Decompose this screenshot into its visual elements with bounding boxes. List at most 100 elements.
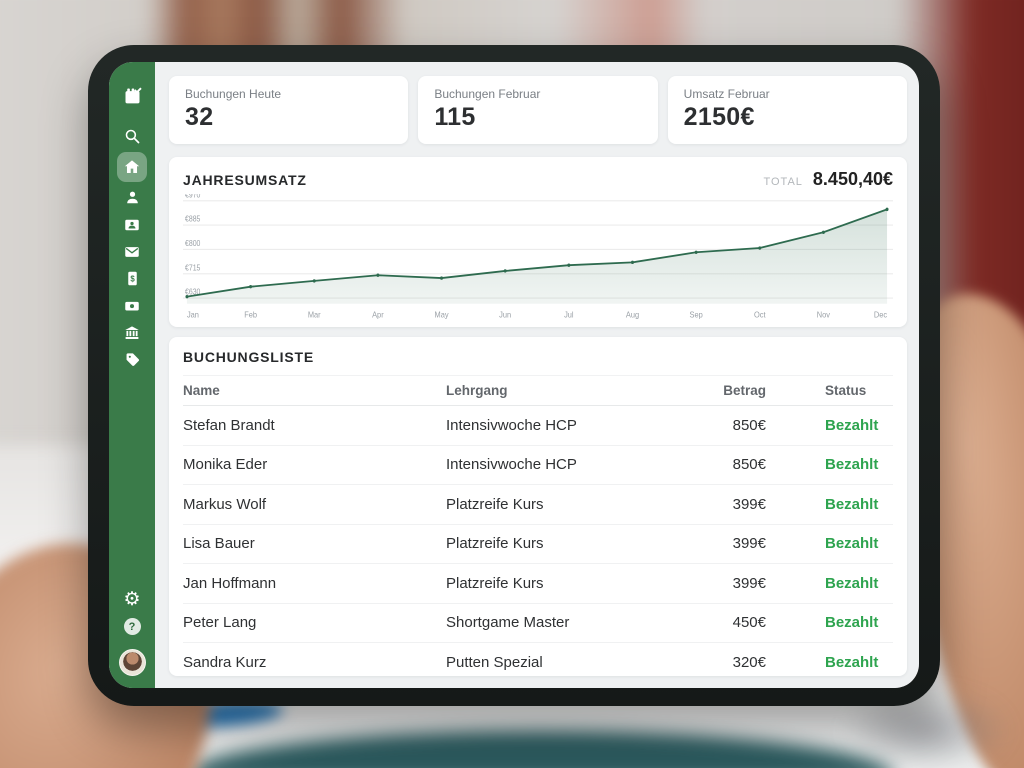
mail-icon <box>123 243 141 261</box>
table-row[interactable]: Jan Hoffmann Platzreife Kurs 399€ Bezahlt <box>183 564 893 604</box>
svg-text:Jun: Jun <box>499 310 511 320</box>
cell-status: Bezahlt <box>825 416 879 434</box>
tag-icon <box>124 351 141 368</box>
cell-amount: 320€ <box>732 653 766 671</box>
cell-name: Stefan Brandt <box>183 416 275 434</box>
table-title: BUCHUNGSLISTE <box>183 349 314 365</box>
contact-card-icon <box>123 216 141 234</box>
stat-label: Umsatz Februar <box>683 87 770 101</box>
help-icon: ? <box>123 618 141 635</box>
svg-text:Dec: Dec <box>874 310 887 320</box>
svg-text:Mar: Mar <box>308 310 321 320</box>
cell-course: Shortgame Master <box>446 614 570 632</box>
main-content: Buchungen Heute 32 Buchungen Februar 115… <box>155 62 919 688</box>
sidebar-item-settings[interactable]: ⚙ <box>117 586 147 613</box>
sidebar-item-mail[interactable] <box>117 238 147 265</box>
home-icon <box>123 158 141 176</box>
sidebar-item-payments[interactable] <box>117 292 147 319</box>
table-header-row: Name Lehrgang Betrag Status <box>183 375 893 406</box>
total-value: 8.450,40€ <box>812 169 893 189</box>
bookings-table-card: BUCHUNGSLISTE Name Lehrgang Betrag Statu… <box>169 337 907 676</box>
sidebar-item-bank[interactable] <box>117 319 147 346</box>
sidebar-item-invoices[interactable]: $ <box>117 265 147 292</box>
cell-amount: 450€ <box>732 614 766 632</box>
svg-text:Sep: Sep <box>690 310 704 320</box>
cell-name: Markus Wolf <box>183 495 267 513</box>
sidebar-item-pricing[interactable] <box>117 346 147 373</box>
cell-name: Sandra Kurz <box>183 653 267 671</box>
cell-amount: 399€ <box>732 495 766 513</box>
table-row[interactable]: Stefan Brandt Intensivwoche HCP 850€ Bezahl… <box>183 406 893 446</box>
cell-status: Bezahlt <box>825 614 879 632</box>
cell-course: Platzreife Kurs <box>446 535 544 553</box>
column-header-course: Lehrgang <box>446 383 508 398</box>
svg-text:Jul: Jul <box>564 310 574 320</box>
gear-icon: ⚙ <box>123 589 141 610</box>
table-row[interactable]: Markus Wolf Platzreife Kurs 399€ Bezahlt <box>183 485 893 525</box>
sidebar-item-bookings[interactable] <box>117 82 147 109</box>
stat-card-bookings-today: Buchungen Heute 32 <box>169 76 409 144</box>
cell-name: Jan Hoffmann <box>183 574 277 592</box>
sidebar-item-customers[interactable] <box>117 211 147 238</box>
stat-card-revenue-month: Umsatz Februar 2150€ <box>667 76 907 144</box>
svg-text:Nov: Nov <box>817 310 830 320</box>
sidebar-item-profile[interactable] <box>117 184 147 211</box>
cell-status: Bezahlt <box>825 456 879 474</box>
svg-text:€630: €630 <box>185 287 200 297</box>
cell-name: Peter Lang <box>183 614 257 632</box>
annual-revenue-chart-card: JAHRESUMSATZ TOTAL 8.450,40€ €970 €885 €80… <box>169 157 907 327</box>
area-chart-svg: €970 €885 €800 €715 €630 Jan Feb Mar Apr May Jun Ju… <box>183 194 893 320</box>
cell-status: Bezahlt <box>825 653 879 671</box>
svg-text:Oct: Oct <box>754 310 766 320</box>
calendar-check-icon <box>122 85 143 106</box>
svg-text:Jan: Jan <box>187 310 199 320</box>
cell-course: Platzreife Kurs <box>446 574 544 592</box>
cell-course: Platzreife Kurs <box>446 495 544 513</box>
sidebar-item-help[interactable]: ? <box>117 613 147 640</box>
invoice-icon: $ <box>124 270 141 287</box>
cell-amount: 850€ <box>732 416 766 434</box>
stat-value: 2150€ <box>683 103 755 131</box>
column-header-amount: Betrag <box>723 383 766 398</box>
cell-status: Bezahlt <box>825 574 879 592</box>
svg-text:Feb: Feb <box>244 310 257 320</box>
banknote-icon <box>123 297 141 315</box>
tablet-device: $ <box>88 45 940 706</box>
table-row[interactable]: Sandra Kurz Putten Spezial 320€ Bezahlt <box>183 643 893 676</box>
cell-status: Bezahlt <box>825 495 879 513</box>
cell-amount: 399€ <box>732 574 766 592</box>
table-row[interactable]: Lisa Bauer Platzreife Kurs 399€ Bezahlt <box>183 525 893 564</box>
table-row[interactable]: Monika Eder Intensivwoche HCP 850€ Bezahlt <box>183 446 893 485</box>
cell-amount: 399€ <box>732 535 766 553</box>
cell-status: Bezahlt <box>825 535 879 553</box>
area-chart: €970 €885 €800 €715 €630 Jan Feb Mar Apr May Jun Ju… <box>183 194 893 323</box>
svg-text:€970: €970 <box>185 194 200 200</box>
column-header-name: Name <box>183 383 220 398</box>
cell-name: Monika Eder <box>183 456 268 474</box>
total-label: TOTAL <box>763 176 803 188</box>
cell-course: Intensivwoche HCP <box>446 416 577 434</box>
column-header-status: Status <box>825 383 867 398</box>
user-avatar[interactable] <box>118 649 146 676</box>
chart-total: TOTAL 8.450,40€ <box>763 169 893 190</box>
stat-label: Buchungen Februar <box>434 87 541 101</box>
stat-value: 32 <box>185 103 214 131</box>
sidebar-item-search[interactable] <box>117 123 147 150</box>
svg-text:€800: €800 <box>185 239 200 249</box>
svg-text:$: $ <box>130 274 135 283</box>
search-icon <box>123 127 142 146</box>
cell-course: Intensivwoche HCP <box>446 456 577 474</box>
sidebar: $ <box>109 62 155 688</box>
svg-text:€885: €885 <box>185 214 200 224</box>
table-row[interactable]: Peter Lang Shortgame Master 450€ Bezahlt <box>183 604 893 643</box>
cell-course: Putten Spezial <box>446 653 543 671</box>
stats-row: Buchungen Heute 32 Buchungen Februar 115… <box>169 76 907 144</box>
sidebar-item-home[interactable] <box>117 152 147 182</box>
stat-value: 115 <box>434 103 476 131</box>
cell-name: Lisa Bauer <box>183 535 255 553</box>
svg-text:€715: €715 <box>185 263 200 273</box>
cell-amount: 850€ <box>732 456 766 474</box>
chart-title: JAHRESUMSATZ <box>183 172 307 188</box>
bank-icon <box>123 324 141 342</box>
